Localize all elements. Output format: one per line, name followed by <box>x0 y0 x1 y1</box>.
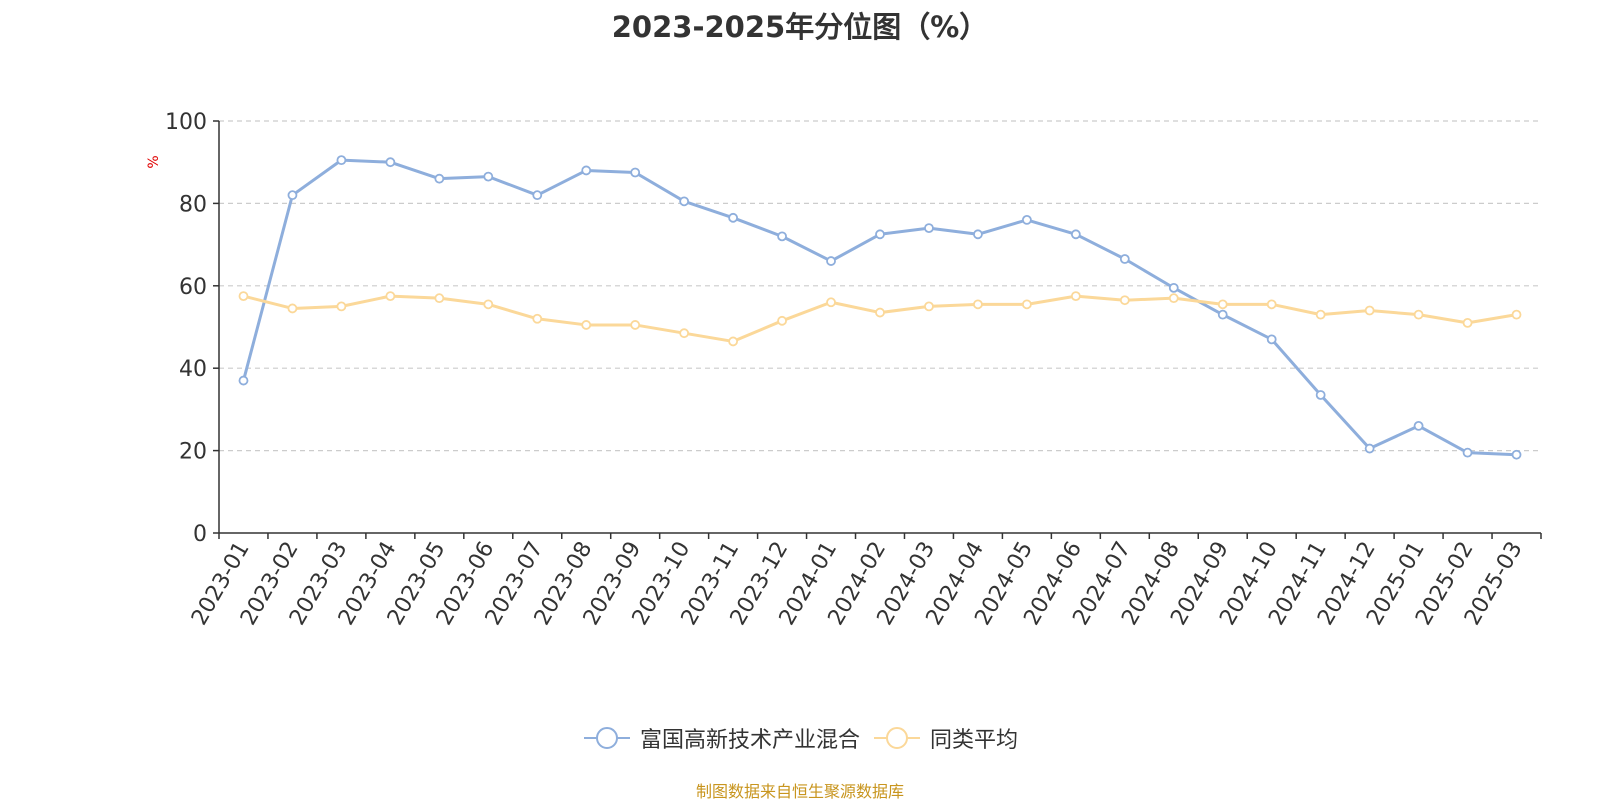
data-point-0-2024-06 <box>1070 229 1081 240</box>
data-point-0-2024-07 <box>1119 254 1130 264</box>
data-point-1-2023-06 <box>483 299 494 310</box>
data-point-0-2023-08 <box>581 165 592 176</box>
data-point-1-2023-10 <box>679 328 690 339</box>
data-point-0-2023-01 <box>238 375 249 386</box>
data-point-0-2023-02 <box>287 190 298 201</box>
data-point-0-2023-10 <box>679 196 690 207</box>
data-point-1-2025-02 <box>1462 317 1473 328</box>
data-point-1-2023-01 <box>238 291 249 302</box>
data-point-1-2023-02 <box>287 303 298 314</box>
data-point-0-2024-08 <box>1168 282 1179 293</box>
legend-label-series-1: 同类平均 <box>930 728 1019 753</box>
data-point-1-2024-11 <box>1315 309 1326 320</box>
source-note: 制图数据来自恒生聚源数据库 <box>695 782 904 801</box>
legend-label-series-0: 富国高新技术产业混合 <box>639 728 860 753</box>
data-point-0-2024-05 <box>1021 214 1032 225</box>
legend-item-series-1[interactable]: 同类平均 <box>872 722 1018 754</box>
data-point-0-2023-06 <box>483 171 494 182</box>
data-point-1-2024-03 <box>924 301 934 312</box>
data-point-1-2023-08 <box>581 320 592 330</box>
y-tick-label-40: 40 <box>179 357 207 382</box>
data-point-1-2023-04 <box>385 291 396 302</box>
series-line-0 <box>242 158 1517 457</box>
data-point-1-2025-03 <box>1511 309 1522 320</box>
chart-title: 2023-2025年分位图（%） <box>611 10 989 44</box>
data-point-0-2024-12 <box>1364 443 1375 454</box>
series-line-1 <box>243 294 1517 343</box>
data-point-0-2023-07 <box>532 190 543 201</box>
data-point-0-2024-10 <box>1266 334 1277 345</box>
y-tick-label-60: 60 <box>179 275 207 300</box>
y-tick-label-0: 0 <box>193 522 207 547</box>
data-point-0-2023-05 <box>434 173 445 184</box>
data-point-0-2023-03 <box>336 155 347 166</box>
line-chart: 0204060801002023-012023-022023-032023-04… <box>146 110 1542 630</box>
y-tick-label-20: 20 <box>179 440 207 465</box>
data-point-0-2025-03 <box>1511 449 1522 460</box>
legend-marker-series-0 <box>583 727 630 749</box>
data-point-1-2023-09 <box>630 320 641 330</box>
data-point-1-2024-06 <box>1070 291 1081 302</box>
data-point-1-2024-08 <box>1168 293 1179 304</box>
data-point-1-2024-02 <box>875 307 885 318</box>
data-point-0-2024-09 <box>1217 309 1228 320</box>
data-point-0-2025-01 <box>1413 420 1424 431</box>
legend-marker-series-1 <box>874 727 920 749</box>
legend-item-series-0[interactable]: 富国高新技术产业混合 <box>582 722 860 754</box>
axes: 0204060801002023-012023-022023-032023-04… <box>165 110 1542 630</box>
data-point-1-2025-01 <box>1413 309 1424 320</box>
data-point-1-2024-10 <box>1266 299 1277 310</box>
data-point-0-2024-11 <box>1315 390 1326 400</box>
data-point-1-2024-09 <box>1217 299 1228 310</box>
data-point-0-2023-11 <box>728 212 739 223</box>
data-point-1-2023-11 <box>728 336 739 347</box>
data-point-1-2024-07 <box>1119 295 1130 306</box>
data-point-0-2023-09 <box>630 167 641 178</box>
data-point-0-2024-01 <box>826 256 836 266</box>
data-point-0-2024-02 <box>875 229 885 240</box>
data-point-0-2025-02 <box>1462 447 1473 458</box>
y-axis-label: % <box>146 155 162 168</box>
data-point-0-2023-12 <box>777 231 787 242</box>
data-point-1-2024-12 <box>1364 305 1375 316</box>
data-point-1-2023-07 <box>532 313 543 324</box>
series-lines <box>238 155 1522 460</box>
data-point-0-2024-03 <box>924 223 934 234</box>
y-tick-label-80: 80 <box>179 192 207 217</box>
y-tick-label-100: 100 <box>165 110 207 135</box>
data-point-1-2023-12 <box>777 315 787 326</box>
grid-lines <box>219 120 1541 452</box>
data-point-1-2024-04 <box>973 299 983 310</box>
data-point-1-2023-03 <box>336 301 347 312</box>
data-point-0-2023-04 <box>385 157 396 168</box>
data-point-1-2024-01 <box>826 297 836 308</box>
data-point-0-2024-04 <box>973 229 983 240</box>
data-point-1-2024-05 <box>1021 299 1032 310</box>
data-point-1-2023-05 <box>434 293 445 304</box>
legend: 富国高新技术产业混合 同类平均 <box>0 722 1600 754</box>
